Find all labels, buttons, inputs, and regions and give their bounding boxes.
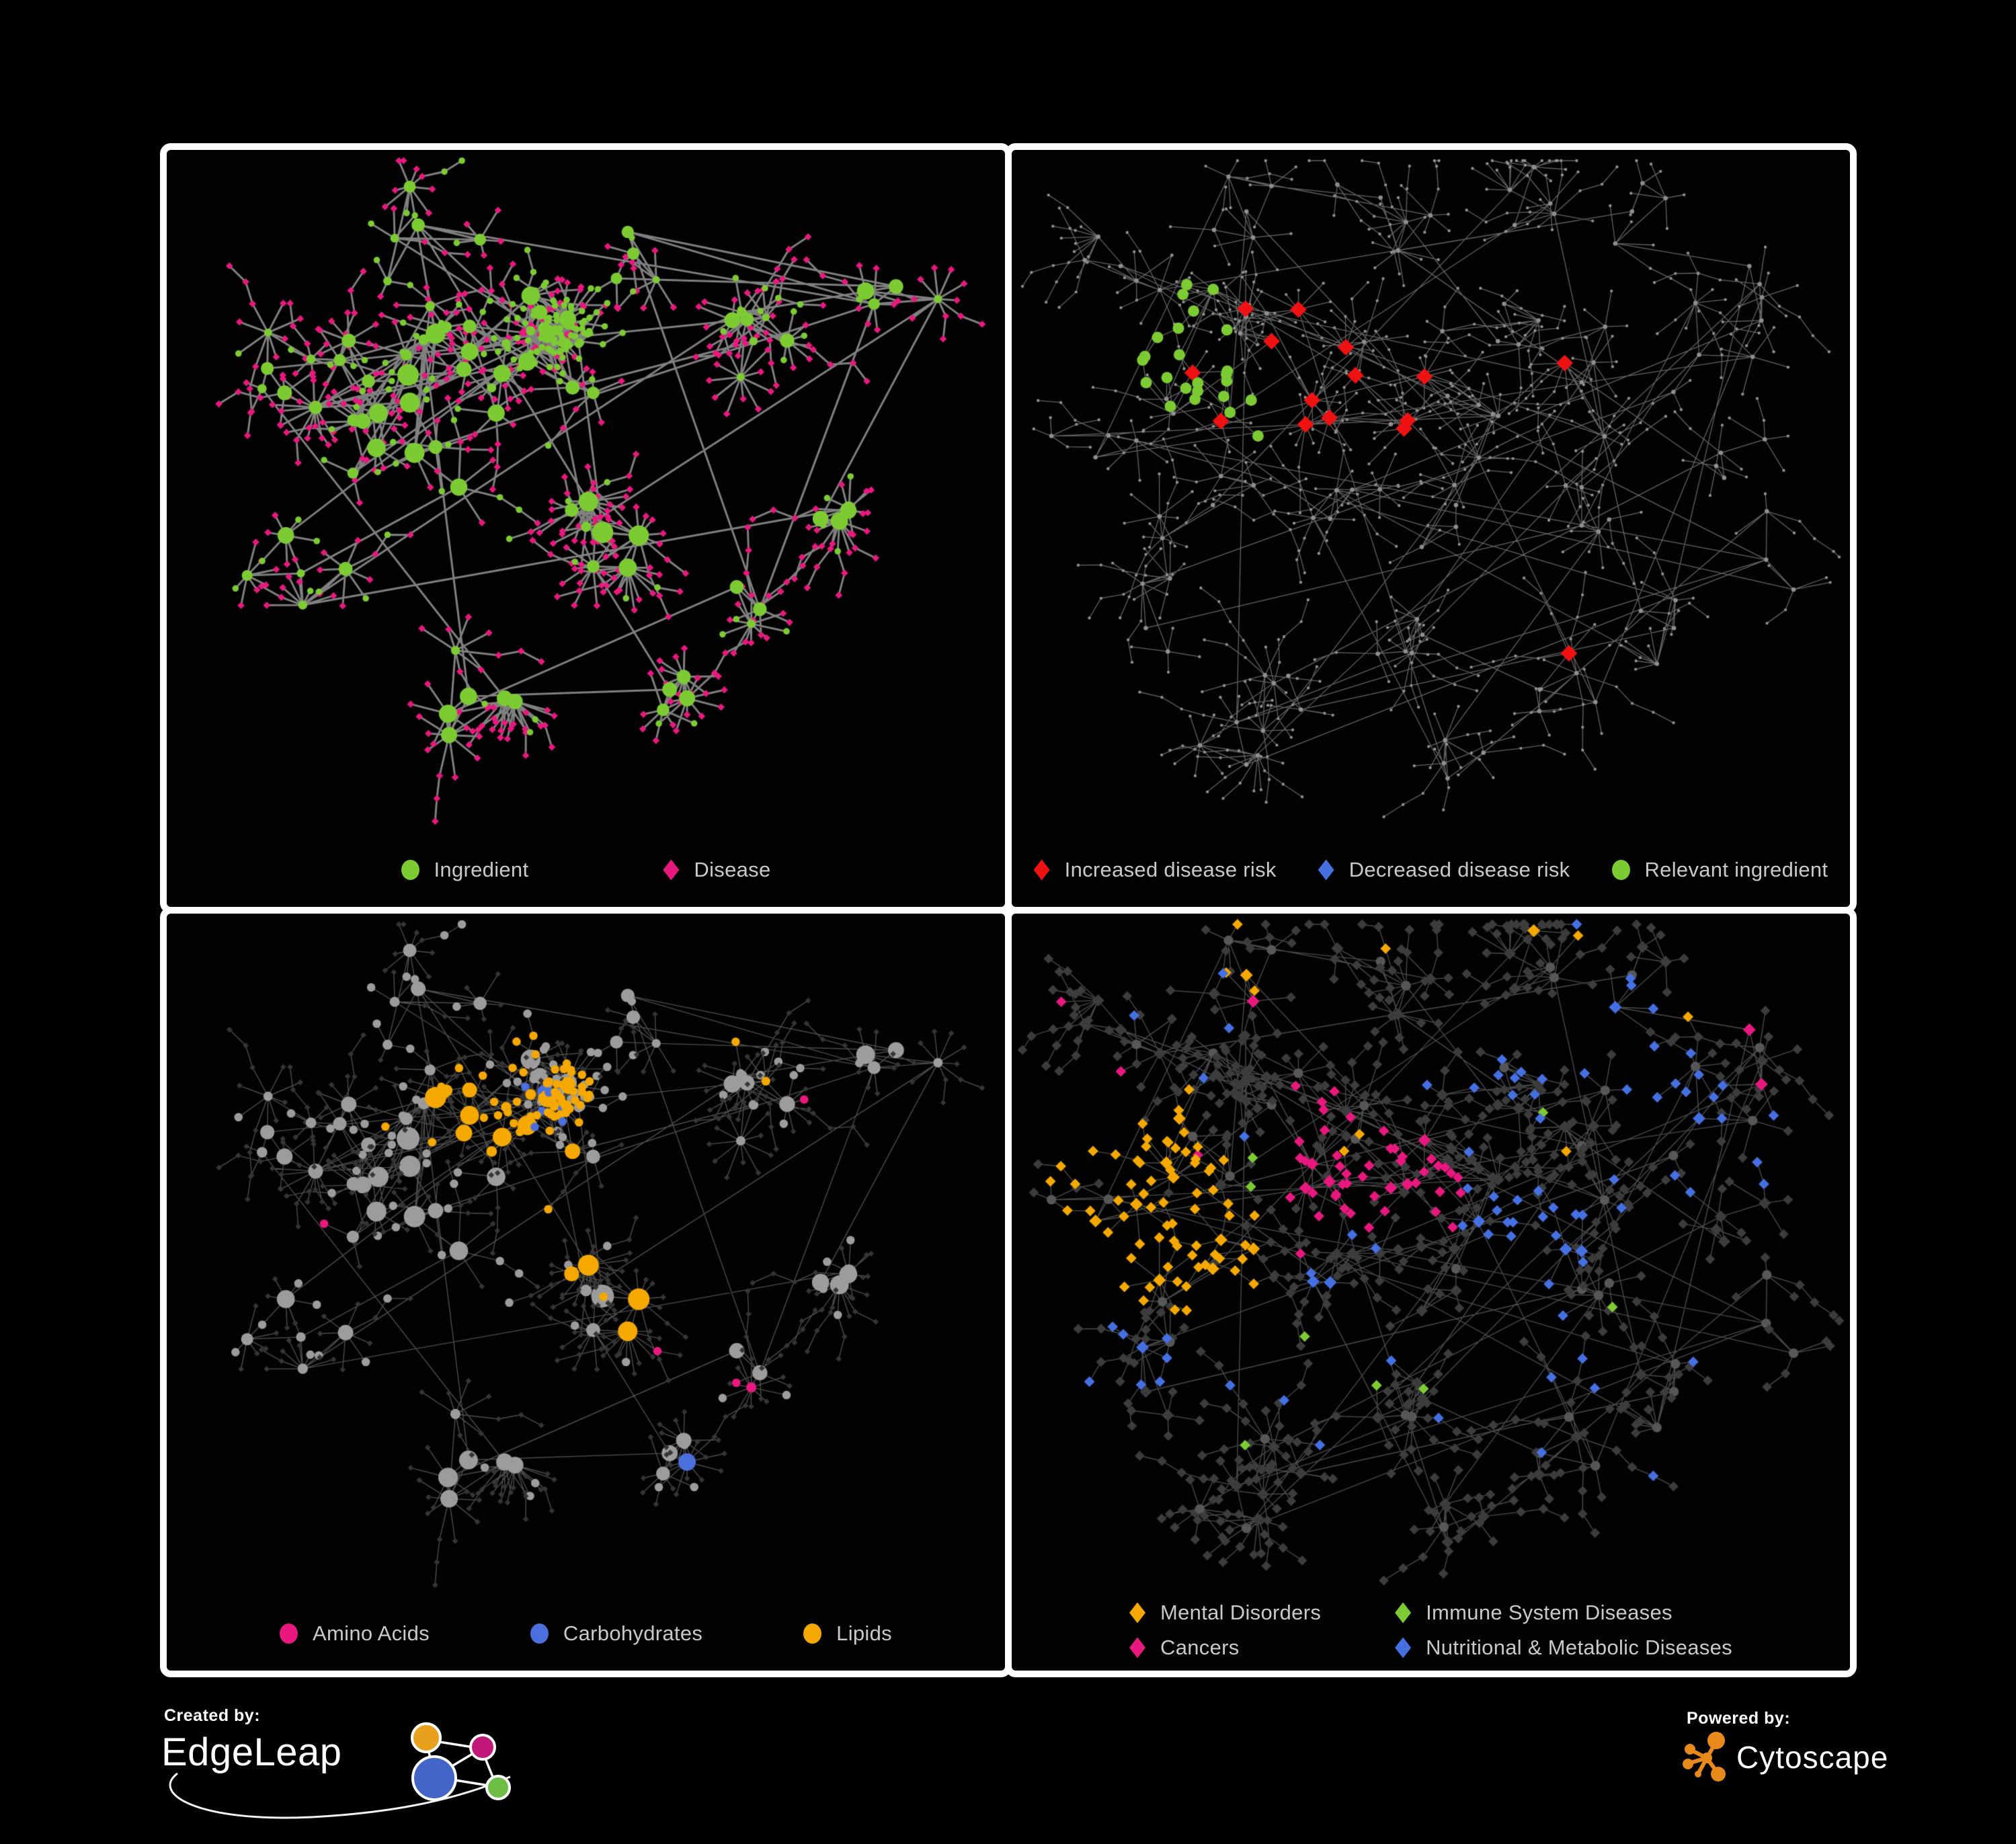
- edgeleap-network-icon: [169, 1722, 511, 1819]
- legend-disease-risk: Increased disease risk Decreased disease…: [1033, 833, 1828, 907]
- legend-item-mental-disorders: Mental Disorders: [1129, 1601, 1321, 1625]
- legend-item-increased-risk: Increased disease risk: [1033, 858, 1277, 882]
- network-canvas-compound-classes: [167, 914, 1005, 1597]
- network-canvas-ingredient-disease: [167, 150, 1005, 833]
- cytoscape-icon: [1683, 1732, 1726, 1781]
- edgeleap-wordmark: EdgeLeap: [161, 1730, 342, 1774]
- legend-item-ingredient: Ingredient: [401, 858, 529, 882]
- ingredient-circle-icon: [401, 860, 419, 880]
- cytoscape-wordmark: Cytoscape: [1736, 1740, 1889, 1775]
- legend-label: Immune System Diseases: [1426, 1601, 1672, 1624]
- legend-ingredient-disease: Ingredient Disease: [401, 833, 771, 907]
- legend-label: Ingredient: [434, 858, 529, 881]
- legend-item-disease: Disease: [663, 858, 770, 882]
- legend-label: Nutritional & Metabolic Diseases: [1426, 1636, 1732, 1659]
- amino-acids-circle-icon: [280, 1623, 298, 1644]
- panel-ingredient-disease: Ingredient Disease: [160, 143, 1012, 914]
- cancers-diamond-icon: [1129, 1637, 1146, 1658]
- cytoscape-logo: Powered by: Cytoscape: [1683, 1709, 1965, 1810]
- decreased-risk-diamond-icon: [1318, 859, 1334, 881]
- legend-label: Amino Acids: [313, 1621, 430, 1645]
- powered-by-label: Powered by:: [1687, 1709, 1791, 1728]
- legend-item-nutritional-metabolic: Nutritional & Metabolic Diseases: [1395, 1636, 1732, 1660]
- mental-disorders-diamond-icon: [1129, 1602, 1146, 1623]
- legend-item-cancers: Cancers: [1129, 1636, 1240, 1660]
- legend-item-relevant-ingredient: Relevant ingredient: [1611, 858, 1828, 882]
- network-canvas-disease-risk: [1012, 150, 1850, 833]
- nutritional-metabolic-diamond-icon: [1395, 1637, 1412, 1658]
- immune-diseases-diamond-icon: [1395, 1602, 1412, 1623]
- carbohydrates-circle-icon: [530, 1623, 549, 1644]
- legend-item-immune-diseases: Immune System Diseases: [1395, 1601, 1672, 1625]
- legend-item-decreased-risk: Decreased disease risk: [1318, 858, 1570, 882]
- legend-disease-categories: Mental Disorders Immune System Diseases …: [1129, 1597, 1732, 1671]
- disease-diamond-icon: [663, 859, 680, 881]
- relevant-ingredient-circle-icon: [1611, 860, 1630, 880]
- legend-label: Relevant ingredient: [1644, 858, 1828, 881]
- created-by-label: Created by:: [164, 1706, 261, 1725]
- increased-risk-diamond-icon: [1033, 859, 1050, 881]
- legend-label: Cancers: [1160, 1636, 1240, 1659]
- legend-item-carbohydrates: Carbohydrates: [530, 1621, 702, 1646]
- legend-label: Carbohydrates: [563, 1621, 703, 1645]
- panel-disease-categories: Mental Disorders Immune System Diseases …: [1005, 907, 1857, 1677]
- edgeleap-logo: Created by: EdgeLeap: [161, 1706, 645, 1820]
- legend-label: Mental Disorders: [1160, 1601, 1322, 1624]
- legend-label: Increased disease risk: [1064, 858, 1277, 881]
- panel-disease-risk: Increased disease risk Decreased disease…: [1005, 143, 1857, 914]
- network-canvas-disease-categories: [1012, 914, 1850, 1597]
- panel-compound-classes: Amino Acids Carbohydrates Lipids: [160, 907, 1012, 1677]
- lipids-circle-icon: [803, 1623, 822, 1644]
- legend-label: Decreased disease risk: [1348, 858, 1570, 881]
- legend-label: Disease: [694, 858, 771, 881]
- legend-compound-classes: Amino Acids Carbohydrates Lipids: [280, 1597, 892, 1671]
- legend-label: Lipids: [836, 1621, 892, 1645]
- legend-item-lipids: Lipids: [803, 1621, 892, 1646]
- legend-item-amino-acids: Amino Acids: [280, 1621, 430, 1646]
